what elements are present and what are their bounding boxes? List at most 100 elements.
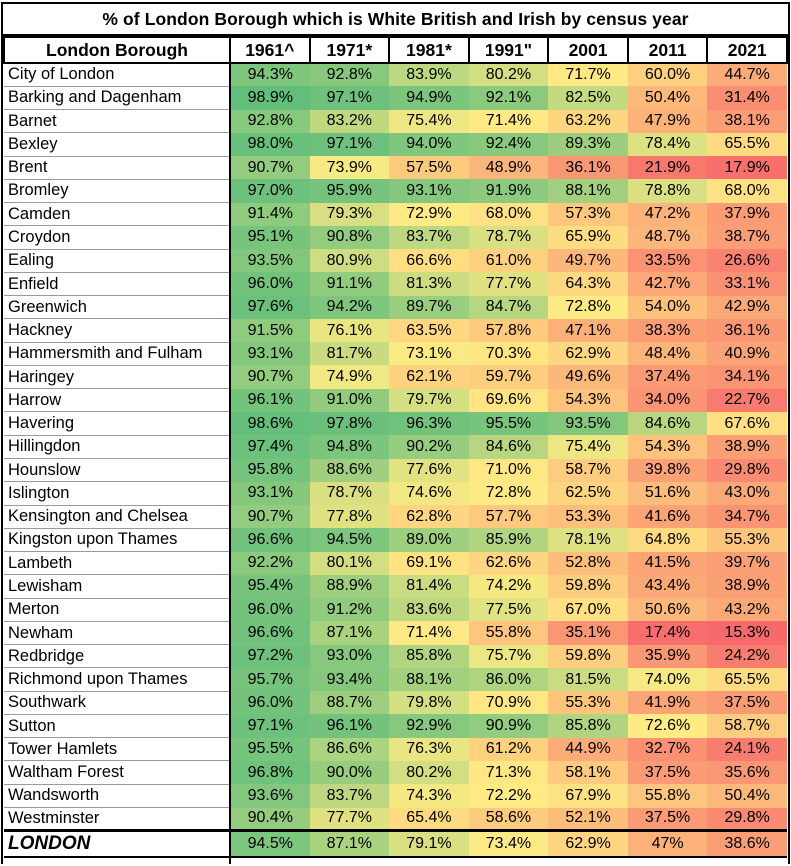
value-cell: 54.3% [627,435,708,459]
borough-name: Brent [4,156,231,180]
value-cell: 65.5% [707,132,787,157]
value-cell: 38.3% [627,318,708,343]
value-cell: 96.0% [230,691,310,715]
value-cell: 36.1% [548,156,628,180]
value-cell: 36.1% [707,318,787,343]
value-cell: 97.0% [230,179,310,203]
year-column-header: 2011 [626,36,709,64]
value-cell: 68.0% [707,179,787,203]
borough-name: Sutton [4,714,231,739]
borough-name: Lambeth [4,551,231,576]
value-cell: 59.8% [548,574,628,599]
borough-heatmap-table: London Borough 1961^ 1971* 1981* 1991" 2001 20… [3,36,788,864]
borough-row: Barking and Dagenham 98.9% 97.1% 94.9% 92.1%… [4,86,787,111]
value-cell: 74.3% [389,784,469,808]
borough-row: Hounslow 95.8% 88.6% 77.6% 71.0% 58.7% 39.8% 29… [4,458,787,483]
value-cell: 81.5% [548,667,628,692]
value-cell: 41.6% [627,505,708,529]
value-cell: 69.1% [389,551,469,575]
borough-name: Barking and Dagenham [4,86,231,111]
value-cell: 93.6% [230,784,310,808]
borough-name: Barnet [4,109,231,134]
value-cell: 90.4% [230,807,310,831]
value-cell: 24.1% [707,737,787,761]
value-cell: 78.1% [548,528,628,552]
value-cell: 79.3% [309,202,390,226]
borough-row: Harrow 96.1% 91.0% 79.7% 69.6% 54.3% 34.0% 22.7… [4,388,787,413]
value-cell: 33.5% [627,249,708,273]
table-header: London Borough 1961^ 1971* 1981* 1991" 2001 20… [3,36,788,64]
borough-name: Haringey [4,365,231,390]
value-cell: 77.5% [468,598,549,622]
value-cell: 79.7% [389,388,469,412]
value-cell: 38.9% [707,435,787,459]
value-cell: 65.5% [707,667,787,692]
page-title: % of London Borough which is White Briti… [3,4,788,36]
value-cell: 91.9% [468,179,549,203]
value-cell: 75.4% [548,435,628,459]
value-cell: 49.6% [548,365,628,389]
value-cell: 57.8% [468,318,549,343]
value-cell: 61.0% [468,249,549,273]
borough-name: Kingston upon Thames [4,528,231,553]
value-cell: 48.7% [627,225,708,250]
value-cell: 90.7% [230,156,310,180]
borough-name: Tower Hamlets [4,737,231,762]
value-cell: 94.2% [309,295,390,319]
value-cell: 73.4% [468,829,549,858]
value-cell: 39.7% [707,551,787,575]
empty-bottom-row [4,856,787,864]
value-cell: 94.8% [309,435,390,459]
value-cell: 86.6% [309,737,390,761]
value-cell: 85.8% [389,644,469,668]
value-cell: 77.6% [389,458,469,482]
value-cell: 47.1% [548,318,628,343]
value-cell: 95.4% [230,574,310,599]
value-cell: 64.8% [627,528,708,552]
value-cell: 78.7% [468,225,549,250]
borough-name: Bromley [4,179,231,204]
value-cell: 37.5% [627,760,708,785]
value-cell: 57.3% [548,202,628,226]
value-cell: 72.2% [468,784,549,808]
value-cell: 88.7% [309,691,390,715]
value-cell: 93.5% [548,411,628,436]
borough-row: Lewisham 95.4% 88.9% 81.4% 74.2% 59.8% 43.4% 38… [4,574,787,599]
value-cell: 89.3% [548,132,628,157]
borough-row: Merton 96.0% 91.2% 83.6% 77.5% 67.0% 50.6% 43.2… [4,598,787,622]
value-cell: 74.0% [627,667,708,692]
value-cell: 76.1% [309,318,390,343]
value-cell: 95.5% [230,737,310,761]
value-cell: 94.5% [230,829,310,858]
value-cell: 88.1% [389,667,469,692]
value-cell: 41.5% [627,551,708,575]
value-cell: 57.7% [468,505,549,529]
value-cell: 90.7% [230,505,310,529]
borough-row: Newham 96.6% 87.1% 71.4% 55.8% 35.1% 17.4% 15.3… [4,621,787,646]
value-cell: 67.0% [548,598,628,622]
value-cell: 93.0% [309,644,390,668]
borough-name: City of London [4,63,231,87]
value-cell: 24.2% [707,644,787,668]
value-cell: 84.6% [627,411,708,436]
value-cell: 93.1% [389,179,469,203]
value-cell: 83.7% [389,225,469,250]
value-cell: 39.8% [627,458,708,482]
borough-name: Islington [4,481,231,506]
borough-row: Kingston upon Thames 96.6% 94.5% 89.0% 85.9%… [4,528,787,553]
value-cell: 38.6% [707,829,787,858]
value-cell: 63.5% [389,318,469,343]
borough-name: Harrow [4,388,231,413]
value-cell: 52.1% [548,807,628,831]
value-cell: 29.8% [707,807,787,831]
borough-row: Lambeth 92.2% 80.1% 69.1% 62.6% 52.8% 41.5% 39.… [4,551,787,576]
borough-row: Brent 90.7% 73.9% 57.5% 48.9% 36.1% 21.9% 17.9% [4,156,787,180]
value-cell: 97.6% [230,295,310,319]
value-cell: 58.7% [548,458,628,482]
value-cell: 37.4% [627,365,708,389]
value-cell: 71.4% [389,621,469,645]
borough-name: Westminster [4,807,231,832]
value-cell: 98.6% [230,411,310,436]
borough-row: Barnet 92.8% 83.2% 75.4% 71.4% 63.2% 47.9% 38.1… [4,109,787,134]
value-cell: 32.7% [627,737,708,761]
